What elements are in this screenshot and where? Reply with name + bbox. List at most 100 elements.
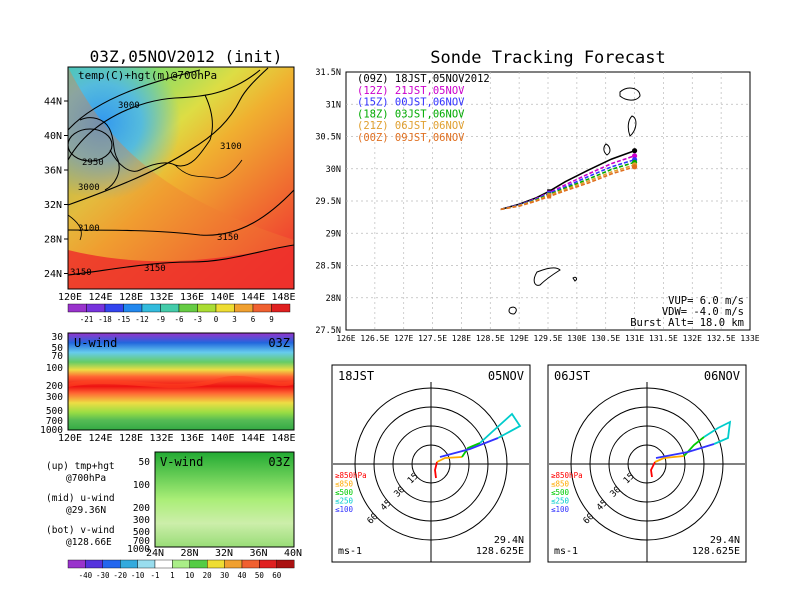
colorbar-swatch [154, 559, 173, 569]
lon-tick-label: 144E [241, 292, 265, 303]
contour-label: 3150 [144, 264, 166, 274]
lat-tick-label: 27.5N [315, 326, 341, 336]
pressure-tick-label: 70 [52, 351, 64, 362]
track-marker [547, 194, 552, 199]
v-wind-label: V-wind [160, 455, 203, 469]
colorbar-swatch [252, 303, 272, 313]
hodo-segment [479, 412, 522, 444]
lon-tick-label: 133E [740, 334, 759, 343]
left-lon-axis: 120E 124E 128E 132E 136E 140E 144E 148E [58, 292, 296, 303]
note-line: (bot) v-wind [46, 525, 115, 536]
lon-tick-label: 140E [210, 433, 234, 444]
hodo-time: 06JST [554, 369, 590, 383]
hodo-legend-entry: ≤100 [551, 505, 570, 514]
track-endpoint [631, 148, 638, 154]
colorbar-label: -10 [131, 571, 145, 580]
colorbar-swatch [271, 303, 291, 313]
lat-tick-label: 29.5N [315, 197, 341, 207]
colorbar-label: -3 [193, 315, 202, 324]
colorbar-swatch [224, 559, 243, 569]
colorbar-swatch [141, 303, 161, 313]
lat-tick-label: 32N [44, 200, 62, 211]
left-lat-axis: 44N 40N 36N 32N 28N 24N [44, 97, 68, 280]
lat-tick-label: 28N [180, 548, 198, 559]
hodo-unit: ms-1 [554, 546, 578, 557]
hodo-date: 06NOV [704, 369, 740, 383]
note-line: @700hPa [66, 473, 106, 484]
track-line [500, 158, 635, 211]
map-variable-label: temp(C)+hgt(m)@700hPa [78, 69, 217, 82]
lon-tick-label: 148E [271, 292, 295, 303]
colorbar-swatch [160, 303, 180, 313]
hodo-legend-entry: ≥850hPa [551, 471, 583, 480]
colorbar-swatch [189, 559, 208, 569]
lat-tick-label: 40N [44, 131, 62, 142]
pressure-tick-label: 700 [46, 416, 63, 427]
pressure-tick-label: 100 [133, 480, 150, 491]
colorbar-swatch [104, 303, 124, 313]
hodo-legend-entry: ≤850 [551, 480, 570, 489]
pressure-tick-label: 300 [46, 392, 63, 403]
hodo-legend-entry: ≤850 [335, 480, 354, 489]
hodo-lon: 128.625E [692, 546, 740, 557]
colorbar-label: 6 [251, 315, 256, 324]
hodo-segment [439, 437, 499, 458]
v-wind-time: 03Z [268, 455, 290, 469]
temperature-colorbar: -21 -18 -15 -12 -9 -6 -3 0 3 6 9 [67, 303, 291, 324]
legend-entry: (21Z) 06JST,06NOV [357, 120, 465, 132]
hodo-legend-entry: ≤100 [335, 505, 354, 514]
colorbar-swatch [259, 559, 277, 569]
hodo-date: 05NOV [488, 369, 524, 383]
colorbar-label: -20 [113, 571, 127, 580]
lon-tick-label: 129.5E [534, 334, 563, 343]
u-wind-lon-axis: 120E 124E 128E 132E 136E 140E 144E 148E [58, 433, 296, 444]
pressure-tick-label: 300 [133, 515, 150, 526]
lon-tick-label: 127E [394, 334, 413, 343]
colorbar-label: 30 [220, 571, 230, 580]
pressure-tick-label: 1000 [127, 544, 150, 555]
hodo-legend-entry: ≤500 [551, 488, 570, 497]
lon-tick-label: 120E [58, 433, 82, 444]
track-endpoint [631, 153, 638, 159]
u-wind-time: 03Z [268, 336, 290, 350]
colorbar-label: 1 [170, 571, 175, 580]
pressure-tick-label: 100 [46, 363, 63, 374]
v-wind-section: V-wind 03Z [154, 451, 295, 548]
lat-tick-label: 40N [284, 548, 302, 559]
lat-tick-label: 28.5N [315, 262, 341, 272]
pressure-tick-label: 30 [52, 332, 64, 343]
lat-tick-label: 24N [44, 269, 62, 280]
lat-tick-label: 44N [44, 97, 62, 108]
legend-entry: (12Z) 21JST,05NOV [357, 85, 465, 97]
colorbar-label: 20 [203, 571, 213, 580]
hodo-segment [703, 420, 732, 445]
colorbar-swatch [197, 303, 217, 313]
lon-tick-label: 130.5E [591, 334, 620, 343]
pressure-tick-label: 700 [133, 536, 150, 547]
hodo-segment [650, 461, 656, 478]
hodo-segment [654, 455, 685, 463]
hodo-lat: 29.4N [494, 535, 524, 546]
track-line [500, 149, 635, 211]
hodo-segment [434, 461, 438, 479]
pressure-tick-label: 500 [46, 406, 63, 417]
colorbar-swatch [276, 559, 295, 569]
colorbar-label: 10 [185, 571, 195, 580]
hodo-segment [655, 443, 715, 459]
lon-tick-label: 124E [88, 433, 112, 444]
lat-tick-label: 29N [326, 229, 341, 239]
colorbar-swatch [119, 559, 138, 569]
colorbar-label: 60 [272, 571, 282, 580]
legend-entry: (09Z) 18JST,05NOV2012 [357, 73, 490, 85]
hodo-segment [461, 442, 481, 458]
track-lat-axis: 31.5N 31N 30.5N 30N 29.5N 29N 28.5N 28N 27.5N [315, 68, 341, 336]
param-vup: VUP= 6.0 m/s [668, 295, 744, 307]
colorbar-label: -1 [150, 571, 159, 580]
param-vdw: VDW= -4.0 m/s [662, 306, 744, 318]
pressure-tick-label: 200 [46, 381, 63, 392]
lon-tick-label: 132E [149, 292, 173, 303]
hodo-time: 18JST [338, 369, 374, 383]
